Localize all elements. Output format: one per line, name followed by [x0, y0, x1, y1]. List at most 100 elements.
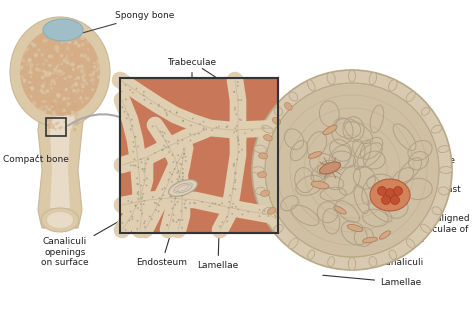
Circle shape — [182, 219, 183, 221]
Circle shape — [65, 60, 70, 65]
Circle shape — [168, 146, 169, 148]
Circle shape — [263, 127, 264, 129]
Circle shape — [137, 192, 138, 194]
Circle shape — [82, 78, 86, 82]
Circle shape — [164, 133, 165, 134]
Circle shape — [173, 214, 174, 216]
Circle shape — [22, 60, 24, 62]
Circle shape — [44, 111, 47, 113]
Circle shape — [32, 44, 36, 48]
Circle shape — [182, 178, 183, 180]
Circle shape — [176, 178, 178, 180]
Text: Osteoblasts aligned
along trabeculae of
new bone: Osteoblasts aligned along trabeculae of … — [303, 214, 470, 244]
Circle shape — [137, 183, 138, 185]
Circle shape — [198, 133, 200, 135]
Circle shape — [50, 54, 53, 58]
Circle shape — [239, 118, 241, 120]
Circle shape — [49, 127, 51, 129]
Circle shape — [140, 185, 142, 187]
Circle shape — [66, 125, 68, 126]
Circle shape — [143, 179, 145, 181]
Circle shape — [182, 195, 183, 197]
Ellipse shape — [406, 91, 415, 102]
Circle shape — [385, 188, 394, 198]
Circle shape — [237, 85, 239, 87]
Circle shape — [53, 68, 57, 72]
Circle shape — [86, 57, 90, 61]
Circle shape — [135, 205, 137, 207]
Text: Canaliculi: Canaliculi — [318, 255, 424, 267]
Circle shape — [177, 143, 179, 145]
Circle shape — [143, 91, 145, 93]
Circle shape — [42, 106, 44, 108]
Circle shape — [130, 128, 131, 130]
Circle shape — [132, 92, 134, 94]
Circle shape — [80, 35, 85, 40]
Ellipse shape — [347, 225, 363, 231]
Circle shape — [41, 53, 44, 56]
Circle shape — [122, 222, 123, 224]
Circle shape — [184, 207, 186, 208]
Circle shape — [235, 188, 236, 190]
Circle shape — [137, 198, 139, 200]
Circle shape — [67, 75, 70, 78]
Circle shape — [58, 106, 61, 109]
Circle shape — [61, 126, 63, 128]
Circle shape — [64, 39, 68, 43]
Circle shape — [72, 111, 74, 113]
Circle shape — [209, 205, 210, 207]
Circle shape — [171, 201, 173, 203]
Circle shape — [97, 59, 100, 63]
Circle shape — [72, 89, 76, 93]
Circle shape — [56, 96, 58, 98]
Circle shape — [181, 164, 182, 165]
Circle shape — [91, 73, 95, 77]
Ellipse shape — [369, 72, 377, 84]
Circle shape — [189, 202, 191, 204]
Circle shape — [176, 221, 178, 223]
Circle shape — [237, 208, 239, 210]
Circle shape — [175, 190, 177, 192]
Circle shape — [34, 53, 37, 57]
Circle shape — [81, 44, 84, 47]
Circle shape — [231, 213, 233, 215]
Circle shape — [232, 203, 234, 205]
Ellipse shape — [389, 80, 397, 91]
Circle shape — [83, 54, 87, 58]
Circle shape — [214, 203, 216, 204]
Circle shape — [27, 58, 32, 62]
Ellipse shape — [20, 28, 100, 116]
Circle shape — [177, 154, 179, 156]
Circle shape — [143, 203, 145, 205]
Circle shape — [137, 220, 138, 222]
Circle shape — [26, 63, 28, 66]
Circle shape — [164, 187, 165, 189]
Circle shape — [236, 159, 238, 160]
Circle shape — [87, 60, 90, 62]
Circle shape — [203, 127, 205, 129]
Circle shape — [252, 70, 452, 270]
Ellipse shape — [289, 92, 298, 101]
Circle shape — [234, 181, 236, 183]
Circle shape — [43, 82, 46, 85]
Circle shape — [46, 89, 49, 93]
Circle shape — [52, 107, 55, 111]
Circle shape — [144, 99, 146, 101]
Circle shape — [133, 141, 134, 143]
Circle shape — [77, 65, 80, 68]
Circle shape — [159, 197, 160, 199]
Circle shape — [69, 75, 73, 78]
Circle shape — [149, 216, 151, 217]
Circle shape — [155, 209, 157, 211]
Circle shape — [166, 224, 168, 226]
Circle shape — [55, 111, 57, 113]
Circle shape — [66, 102, 68, 104]
Circle shape — [66, 55, 68, 57]
Circle shape — [68, 41, 72, 44]
Circle shape — [69, 37, 73, 41]
Circle shape — [84, 82, 88, 85]
Circle shape — [48, 123, 51, 125]
Ellipse shape — [370, 179, 410, 211]
Circle shape — [199, 123, 201, 125]
Circle shape — [79, 65, 82, 68]
